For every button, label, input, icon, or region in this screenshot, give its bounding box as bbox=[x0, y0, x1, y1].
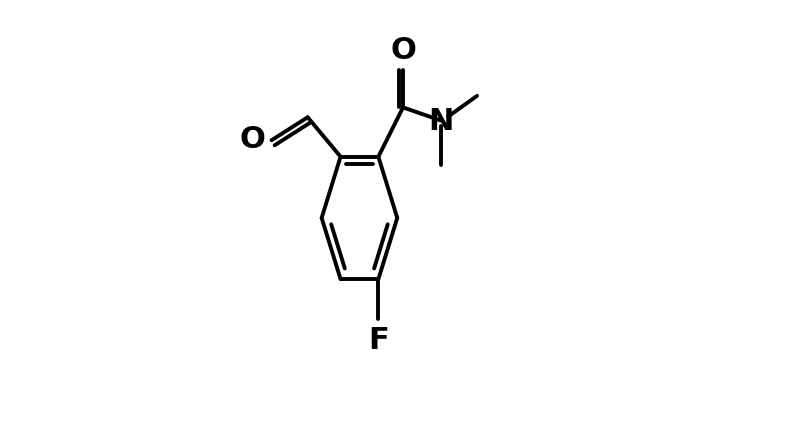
Text: F: F bbox=[368, 325, 388, 354]
Text: O: O bbox=[240, 125, 266, 154]
Text: N: N bbox=[428, 107, 454, 136]
Text: O: O bbox=[390, 36, 416, 64]
